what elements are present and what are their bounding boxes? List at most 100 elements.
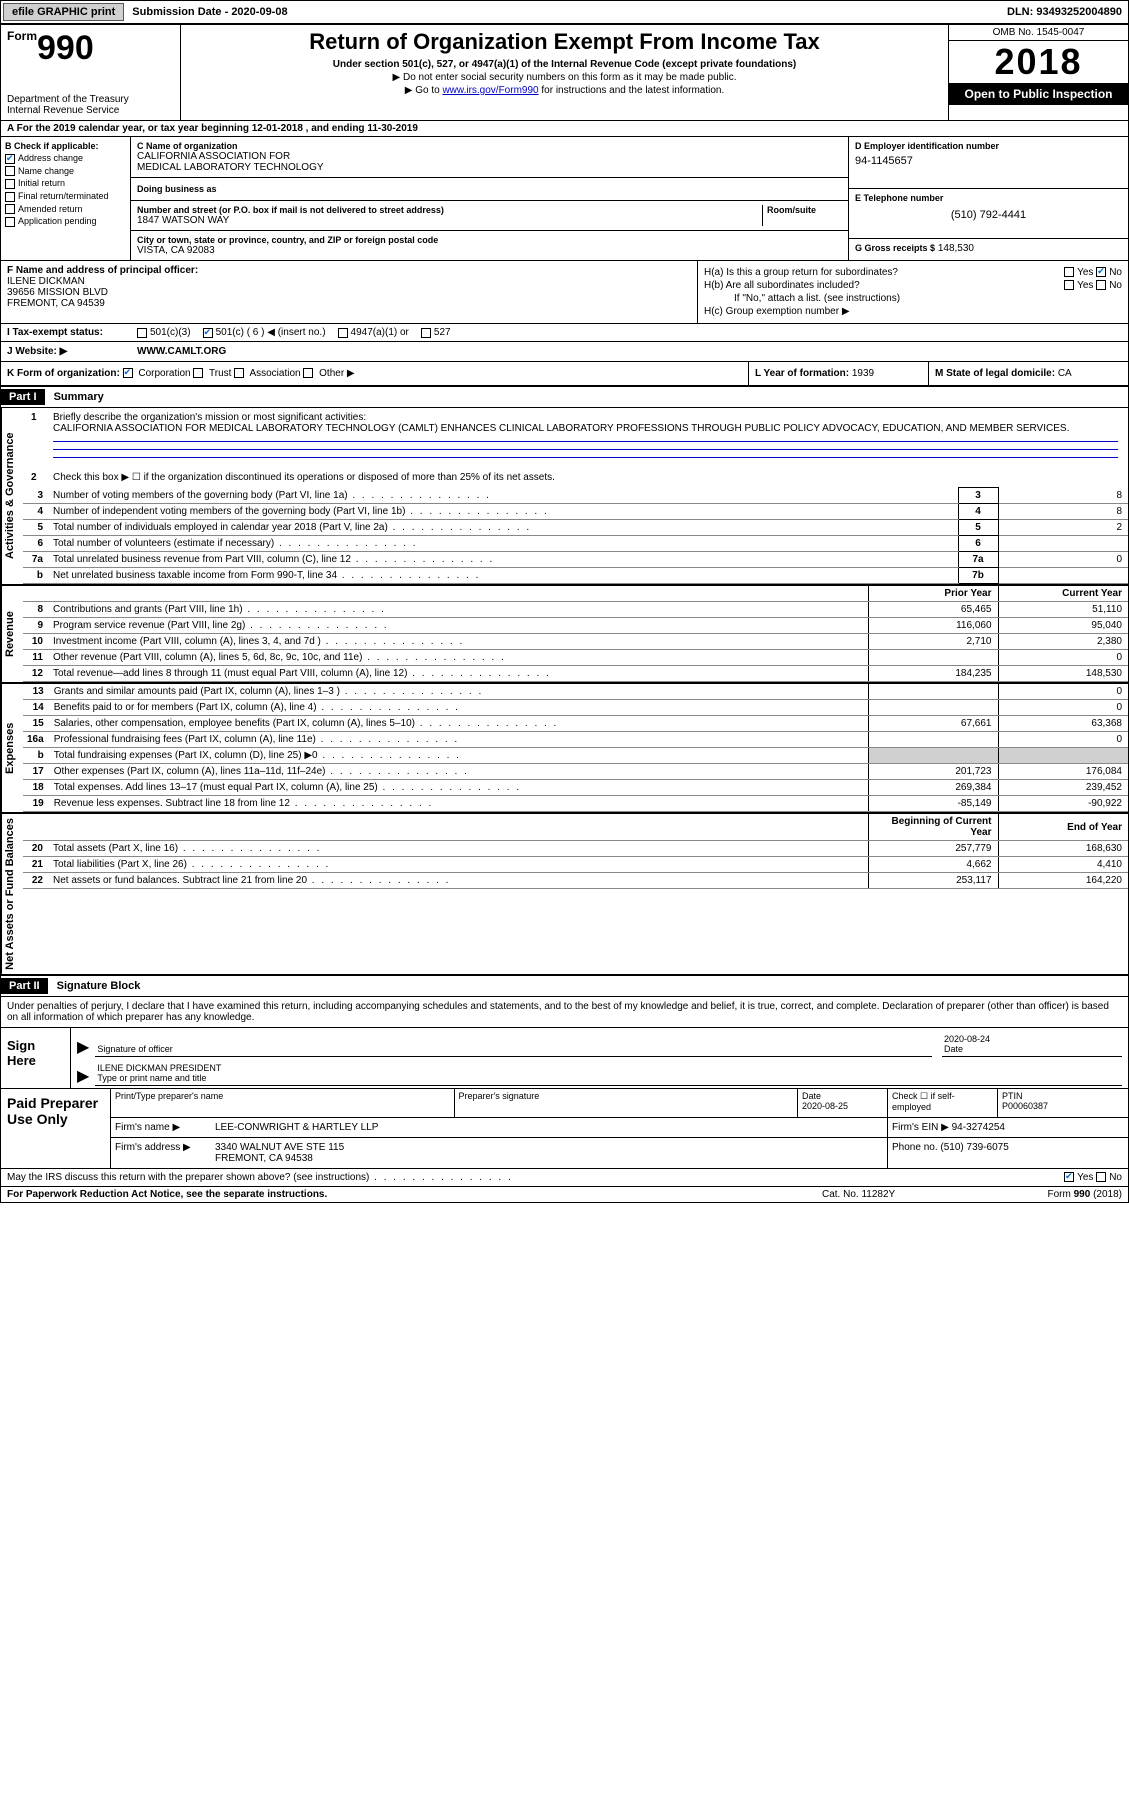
501c-checkbox[interactable] — [203, 328, 213, 338]
paperwork-notice: For Paperwork Reduction Act Notice, see … — [7, 1189, 822, 1200]
table-row: 11Other revenue (Part VIII, column (A), … — [23, 650, 1128, 666]
other-label: Other ▶ — [319, 368, 354, 379]
hb-no-checkbox[interactable] — [1096, 280, 1106, 290]
ptin-label: PTIN — [1002, 1091, 1124, 1101]
other-checkbox[interactable] — [303, 368, 313, 378]
corp-label: Corporation — [138, 368, 190, 379]
table-row: 16aProfessional fundraising fees (Part I… — [23, 732, 1128, 748]
ha-yes-label: Yes — [1077, 267, 1093, 278]
street-label: Number and street (or P.O. box if mail i… — [137, 205, 758, 215]
line-1-label: Briefly describe the organization's miss… — [53, 412, 366, 423]
efile-button[interactable]: efile GRAPHIC print — [3, 3, 124, 21]
ha-no-checkbox[interactable] — [1096, 267, 1106, 277]
f-label: F Name and address of principal officer: — [7, 265, 691, 276]
trust-checkbox[interactable] — [193, 368, 203, 378]
side-net-assets: Net Assets or Fund Balances — [1, 814, 23, 974]
i-label: I Tax-exempt status: — [7, 327, 137, 338]
discuss-no-checkbox[interactable] — [1096, 1172, 1106, 1182]
corp-checkbox[interactable] — [123, 368, 133, 378]
header-left: Form990 Department of the Treasury Inter… — [1, 25, 181, 120]
omb-number: OMB No. 1545-0047 — [949, 25, 1128, 41]
discuss-yes-checkbox[interactable] — [1064, 1172, 1074, 1182]
submission-date: Submission Date - 2020-09-08 — [126, 4, 293, 20]
prior-year-hdr: Prior Year — [868, 586, 998, 602]
initial-return-checkbox[interactable] — [5, 179, 15, 189]
city-value: VISTA, CA 92083 — [137, 245, 842, 256]
firm-name-label: Firm's name ▶ — [111, 1118, 211, 1137]
table-row: 3Number of voting members of the governi… — [23, 488, 1128, 504]
net-assets-table: Beginning of Current Year End of Year 20… — [23, 814, 1128, 889]
line-2-num: 2 — [31, 472, 37, 483]
self-employed-check[interactable]: Check ☐ if self-employed — [888, 1089, 998, 1117]
name-change-checkbox[interactable] — [5, 166, 15, 176]
org-name-2: MEDICAL LABORATORY TECHNOLOGY — [137, 162, 842, 173]
j-label: J Website: ▶ — [7, 346, 137, 357]
m-value: CA — [1058, 368, 1072, 379]
f-h-row: F Name and address of principal officer:… — [1, 261, 1128, 324]
part2-header: Part II Signature Block — [1, 976, 1128, 997]
current-year-hdr: Current Year — [998, 586, 1128, 602]
officer-addr2: FREMONT, CA 94539 — [7, 298, 691, 309]
form-title: Return of Organization Exempt From Incom… — [189, 29, 940, 55]
sig-date-value: 2020-08-24 — [944, 1034, 1120, 1044]
officer-typed-name: ILENE DICKMAN PRESIDENT — [97, 1063, 1120, 1073]
firm-phone-label: Phone no. — [892, 1142, 938, 1153]
hb-yes-checkbox[interactable] — [1064, 280, 1074, 290]
table-row: 9Program service revenue (Part VIII, lin… — [23, 618, 1128, 634]
side-expenses: Expenses — [1, 684, 23, 812]
ptin-value: P00060387 — [1002, 1101, 1124, 1111]
hc-label: H(c) Group exemption number ▶ — [704, 306, 850, 317]
goto-post: for instructions and the latest informat… — [539, 85, 725, 96]
table-row: 8Contributions and grants (Part VIII, li… — [23, 602, 1128, 618]
l-year: L Year of formation: 1939 — [748, 362, 928, 385]
table-row: 6Total number of volunteers (estimate if… — [23, 536, 1128, 552]
part1-badge: Part I — [1, 389, 45, 405]
part1-header: Part I Summary — [1, 387, 1128, 408]
form-number: 990 — [37, 29, 94, 67]
row-a-tax-year: A For the 2019 calendar year, or tax yea… — [1, 121, 1128, 137]
501c3-label: 501(c)(3) — [150, 327, 191, 338]
j-website-row: J Website: ▶ WWW.CAMLT.ORG — [1, 342, 1128, 362]
ha-yes-checkbox[interactable] — [1064, 267, 1074, 277]
501c3-checkbox[interactable] — [137, 328, 147, 338]
goto-link[interactable]: www.irs.gov/Form990 — [442, 85, 538, 96]
i-tax-status: I Tax-exempt status: 501(c)(3) 501(c) ( … — [1, 324, 1128, 342]
ein-label: D Employer identification number — [855, 141, 1122, 151]
prep-date-label: Date — [802, 1091, 883, 1101]
ein-value: 94-1145657 — [855, 155, 1122, 167]
addr-change-checkbox[interactable] — [5, 154, 15, 164]
b-label: B Check if applicable: — [5, 141, 126, 151]
app-pending-checkbox[interactable] — [5, 217, 15, 227]
open-to-public: Open to Public Inspection — [949, 83, 1128, 105]
final-return-label: Final return/terminated — [18, 191, 109, 201]
perjury-declaration: Under penalties of perjury, I declare th… — [1, 997, 1128, 1028]
501c-label: 501(c) ( 6 ) ◀ (insert no.) — [216, 327, 326, 338]
discuss-yes-label: Yes — [1077, 1172, 1093, 1183]
assoc-checkbox[interactable] — [234, 368, 244, 378]
4947-label: 4947(a)(1) or — [351, 327, 409, 338]
firm-ein-value: 94-3274254 — [952, 1122, 1005, 1133]
ha-no-label: No — [1109, 267, 1122, 278]
discuss-no-label: No — [1109, 1172, 1122, 1183]
h-group: H(a) Is this a group return for subordin… — [698, 261, 1128, 323]
4947-checkbox[interactable] — [338, 328, 348, 338]
m-state: M State of legal domicile: CA — [928, 362, 1128, 385]
amended-checkbox[interactable] — [5, 204, 15, 214]
firm-name-value: LEE-CONWRIGHT & HARTLEY LLP — [211, 1118, 888, 1137]
no-ssn-note: ▶ Do not enter social security numbers o… — [189, 72, 940, 83]
tel-label: E Telephone number — [855, 193, 1122, 203]
form-990: Form990 Department of the Treasury Inter… — [0, 24, 1129, 1203]
cat-no: Cat. No. 11282Y — [822, 1189, 972, 1200]
line-2: 2 Check this box ▶ ☐ if the organization… — [23, 468, 1128, 487]
table-row: 14Benefits paid to or for members (Part … — [23, 700, 1128, 716]
initial-return-label: Initial return — [18, 178, 65, 188]
table-row: 15Salaries, other compensation, employee… — [23, 716, 1128, 732]
org-name-1: CALIFORNIA ASSOCIATION FOR — [137, 151, 842, 162]
prep-date-value: 2020-08-25 — [802, 1101, 883, 1111]
hb-label: H(b) Are all subordinates included? — [704, 280, 1064, 291]
firm-addr1: 3340 WALNUT AVE STE 115 — [215, 1142, 883, 1153]
527-checkbox[interactable] — [421, 328, 431, 338]
final-return-checkbox[interactable] — [5, 192, 15, 202]
header-right: OMB No. 1545-0047 2018 Open to Public In… — [948, 25, 1128, 120]
expenses-table: 13Grants and similar amounts paid (Part … — [23, 684, 1128, 812]
